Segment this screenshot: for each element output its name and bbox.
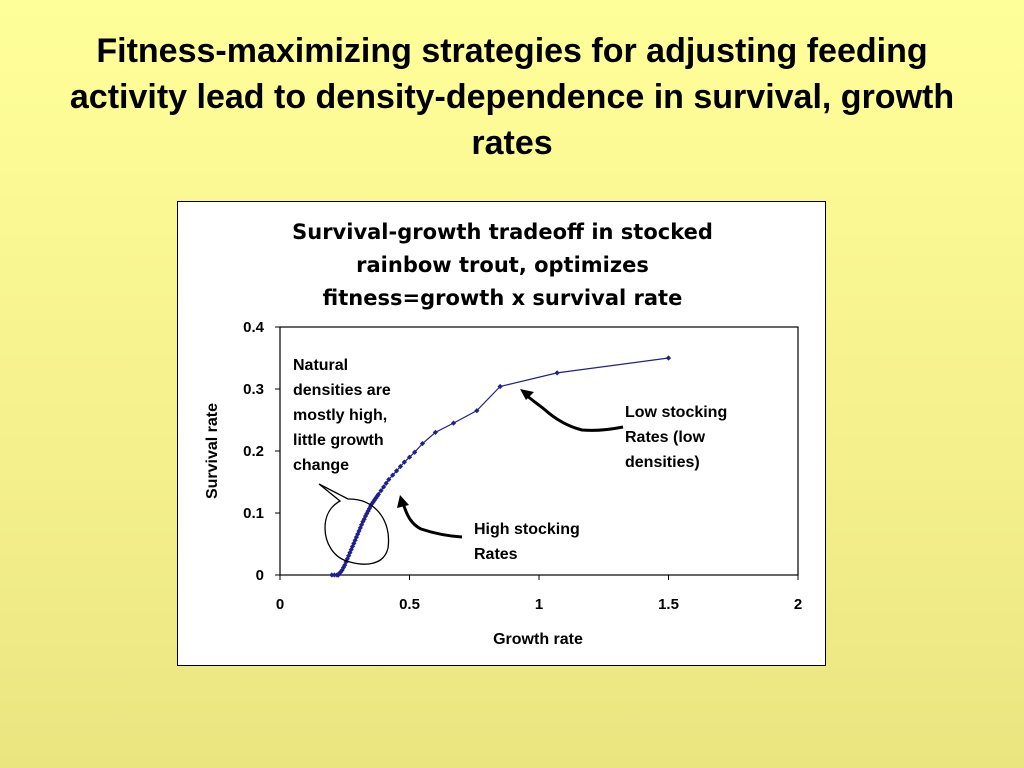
- y-tick-label: 0: [256, 567, 264, 584]
- data-point: [338, 569, 344, 575]
- high-stocking-arrowhead-icon: [397, 495, 409, 508]
- data-point: [369, 501, 375, 507]
- y-tick-label: 0.4: [243, 319, 265, 336]
- annotation-natural-line: change: [293, 457, 349, 474]
- data-point: [432, 429, 438, 435]
- chart-title-line-2: rainbow trout, optimizes: [356, 253, 649, 277]
- data-point: [665, 355, 672, 361]
- data-point: [342, 562, 348, 568]
- speech-bubble: [318, 483, 390, 565]
- annotation-low-stocking: Low stocking Rates (low densities): [625, 404, 732, 471]
- annotation-natural: Natural densities are mostly high, littl…: [293, 357, 395, 474]
- annotation-low-line: densities): [625, 454, 700, 471]
- data-point: [554, 370, 560, 376]
- data-point: [343, 559, 349, 565]
- data-point: [383, 480, 389, 486]
- data-point: [374, 493, 380, 499]
- annotation-high-line: High stocking: [474, 521, 580, 538]
- data-point: [348, 546, 354, 553]
- y-tick-label: 0.2: [243, 443, 264, 460]
- y-axis-title: Survival rate: [204, 403, 221, 499]
- data-point: [406, 454, 413, 460]
- x-axis-title: Growth rate: [493, 631, 583, 648]
- data-point: [497, 383, 503, 390]
- data-point: [349, 543, 356, 550]
- data-point: [381, 484, 387, 490]
- x-tick-label: 0.5: [399, 596, 420, 613]
- data-point: [340, 564, 347, 571]
- annotation-low-line: Low stocking: [625, 404, 727, 421]
- data-point: [360, 519, 366, 525]
- data-point: [419, 440, 426, 447]
- data-point: [353, 534, 360, 540]
- data-point: [397, 463, 404, 470]
- data-point: [346, 553, 352, 559]
- high-stocking-arrow-icon: [402, 505, 463, 539]
- annotation-natural-line: Natural: [293, 357, 348, 374]
- data-point: [366, 506, 372, 512]
- x-tick-label: 1: [535, 596, 543, 613]
- y-tick-label: 0.3: [243, 381, 264, 398]
- chart-title-line-3: fitness=growth x survival rate: [322, 286, 683, 310]
- data-point: [412, 449, 418, 455]
- annotation-natural-line: mostly high,: [293, 407, 387, 424]
- chart-title: Survival-growth tradeoff in stocked rain…: [178, 216, 827, 315]
- annotation-high-line: Rates: [474, 546, 518, 563]
- data-point: [450, 420, 457, 426]
- annotation-natural-line: densities are: [293, 382, 391, 399]
- data-point: [378, 488, 384, 494]
- x-tick-label: 1.5: [658, 596, 679, 613]
- y-tick-label: 0.1: [243, 505, 264, 522]
- plot-layer: 0 0.1 0.2 0.3 0.4 0 0.5 1 1.5 2: [243, 319, 802, 613]
- data-point: [375, 491, 382, 497]
- data-point: [474, 408, 480, 414]
- slide-title: Fitness-maximizing strategies for adjust…: [69, 32, 955, 162]
- low-stocking-arrow-icon: [522, 391, 624, 432]
- data-point: [339, 567, 345, 573]
- data-point: [370, 499, 376, 505]
- chart-title-line-1: Survival-growth tradeoff in stocked: [292, 220, 713, 244]
- data-point: [356, 528, 362, 534]
- data-point: [361, 516, 367, 522]
- chart-plot: 0 0.1 0.2 0.3 0.4 0 0.5 1 1.5 2 Growth rate Survi…: [204, 319, 802, 648]
- chart-frame: Survival-growth tradeoff in stocked rain…: [177, 201, 826, 666]
- data-point: [347, 550, 353, 556]
- annotation-high-stocking: High stocking Rates: [474, 521, 584, 563]
- x-tick-label: 2: [794, 596, 802, 613]
- data-point: [362, 513, 369, 519]
- annotation-natural-line: little growth: [293, 432, 384, 449]
- data-point: [355, 531, 361, 537]
- data-point: [401, 459, 407, 465]
- low-stocking-arrowhead-icon: [520, 389, 534, 400]
- data-point: [393, 468, 400, 474]
- data-point: [358, 522, 365, 528]
- x-tick-label: 0: [276, 596, 284, 613]
- annotation-low-line: Rates (low: [625, 429, 706, 446]
- data-point: [365, 508, 371, 514]
